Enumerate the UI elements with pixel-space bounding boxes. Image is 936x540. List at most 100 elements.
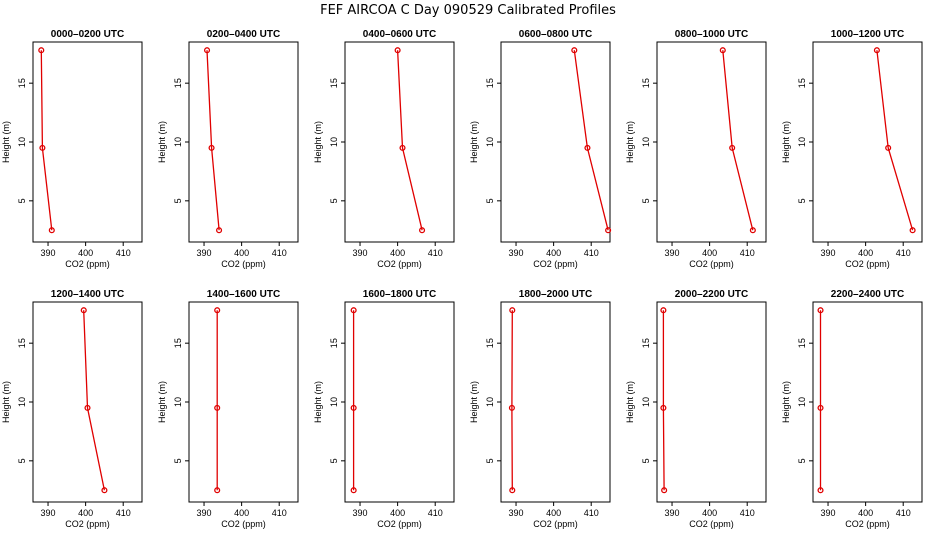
y-tick-label: 5 (173, 198, 183, 203)
profile-point (873, 47, 880, 54)
profile-panel-11: 2000–2200 UTC 390 400 410 5 10 15 CO2 (ppm) Heig… (625, 289, 767, 529)
profile-panel-7: 1200–1400 UTC 390 400 410 5 10 15 CO2 (ppm) Heig… (1, 289, 143, 529)
y-tick-label: 10 (797, 137, 807, 147)
y-axis-label: Height (m) (313, 121, 323, 163)
profile-point (80, 307, 87, 314)
y-tick-label: 5 (797, 198, 807, 203)
profile-panel-6: 1000–1200 UTC 390 400 410 5 10 15 CO2 (ppm) Heig… (781, 29, 923, 269)
y-tick-label: 15 (329, 78, 339, 88)
x-tick-label: 390 (197, 248, 212, 258)
profile-line (573, 50, 609, 231)
y-axis-label: Height (m) (781, 381, 791, 423)
y-tick-label: 5 (797, 458, 807, 463)
x-tick-label: 390 (353, 248, 368, 258)
panel-title: 1800–2000 UTC (519, 289, 592, 300)
y-tick-label: 15 (641, 78, 651, 88)
x-tick-label: 400 (234, 248, 249, 258)
x-axis-label: CO2 (ppm) (533, 259, 578, 269)
x-tick-label: 400 (390, 248, 405, 258)
y-tick-label: 5 (641, 198, 651, 203)
profile-point (885, 144, 892, 151)
y-tick-label: 5 (485, 458, 495, 463)
profile-point (605, 227, 612, 234)
plot-frame (188, 41, 299, 243)
y-tick-label: 10 (17, 397, 27, 407)
y-tick-label: 5 (485, 198, 495, 203)
profile-point (508, 404, 515, 411)
y-tick-label: 15 (17, 78, 27, 88)
x-tick-label: 410 (116, 248, 131, 258)
x-tick-label: 410 (896, 248, 911, 258)
y-tick-label: 5 (17, 198, 27, 203)
x-tick-label: 390 (821, 508, 836, 518)
x-tick-label: 400 (390, 508, 405, 518)
y-tick-label: 10 (641, 397, 651, 407)
y-axis-label: Height (m) (313, 381, 323, 423)
profile-point (214, 404, 221, 411)
plot-frame (344, 301, 455, 503)
x-axis-label: CO2 (ppm) (689, 259, 734, 269)
profile-point (38, 47, 45, 54)
profile-point (719, 47, 726, 54)
x-tick-label: 390 (821, 248, 836, 258)
x-axis-label: CO2 (ppm) (689, 519, 734, 529)
y-tick-label: 5 (17, 458, 27, 463)
panel-title: 1400–1600 UTC (207, 289, 280, 300)
y-axis-label: Height (m) (781, 121, 791, 163)
profile-point (394, 47, 401, 54)
y-axis-label: Height (m) (469, 381, 479, 423)
x-axis-label: CO2 (ppm) (845, 259, 890, 269)
y-axis-label: Height (m) (1, 121, 11, 163)
profile-point (350, 487, 357, 494)
plot-frame (500, 41, 611, 243)
x-tick-label: 400 (702, 508, 717, 518)
plot-frame (656, 301, 767, 503)
panel-title: 2200–2400 UTC (831, 289, 904, 300)
profile-point (203, 47, 211, 54)
x-tick-label: 400 (546, 248, 561, 258)
profile-line (876, 50, 914, 231)
profile-point (101, 487, 108, 494)
y-tick-label: 15 (329, 338, 339, 348)
x-tick-label: 390 (353, 508, 368, 518)
y-tick-label: 15 (173, 78, 183, 88)
profile-point (729, 144, 736, 151)
x-tick-label: 400 (78, 508, 93, 518)
profile-point (909, 227, 916, 234)
y-tick-label: 15 (485, 78, 495, 88)
profile-point (350, 307, 357, 314)
x-tick-label: 390 (41, 248, 56, 258)
profile-line (396, 50, 423, 231)
plot-frame (500, 301, 611, 503)
y-tick-label: 10 (485, 397, 495, 407)
y-tick-label: 5 (173, 458, 183, 463)
x-axis-label: CO2 (ppm) (377, 259, 422, 269)
x-tick-label: 390 (41, 508, 56, 518)
plot-frame (812, 41, 923, 243)
y-axis-label: Height (m) (469, 121, 479, 163)
y-tick-label: 10 (173, 137, 183, 147)
figure-title: FEF AIRCOA C Day 090529 Calibrated Profi… (320, 3, 616, 18)
profile-point (419, 227, 426, 234)
x-tick-label: 400 (858, 248, 873, 258)
x-tick-label: 390 (197, 508, 212, 518)
profile-panel-12: 2200–2400 UTC 390 400 410 5 10 15 CO2 (ppm) Heig… (781, 289, 923, 529)
x-tick-label: 410 (272, 248, 287, 258)
profile-point (584, 144, 591, 151)
profile-point (817, 487, 824, 494)
profile-line (662, 310, 665, 491)
x-tick-label: 410 (428, 248, 443, 258)
profile-line (206, 50, 220, 231)
profile-panel-8: 1400–1600 UTC 390 400 410 5 10 15 CO2 (ppm) Heig… (157, 289, 299, 529)
panel-title: 0400–0600 UTC (363, 29, 436, 40)
panel-title: 0800–1000 UTC (675, 29, 748, 40)
x-tick-label: 390 (665, 508, 680, 518)
x-axis-label: CO2 (ppm) (65, 259, 110, 269)
y-axis-label: Height (m) (1, 381, 11, 423)
y-tick-label: 5 (641, 458, 651, 463)
profile-panel-1: 0000–0200 UTC 390 400 410 5 10 15 CO2 (ppm) Heig… (1, 29, 143, 269)
x-tick-label: 410 (116, 508, 131, 518)
profile-point (571, 47, 578, 54)
profile-point (661, 487, 668, 494)
